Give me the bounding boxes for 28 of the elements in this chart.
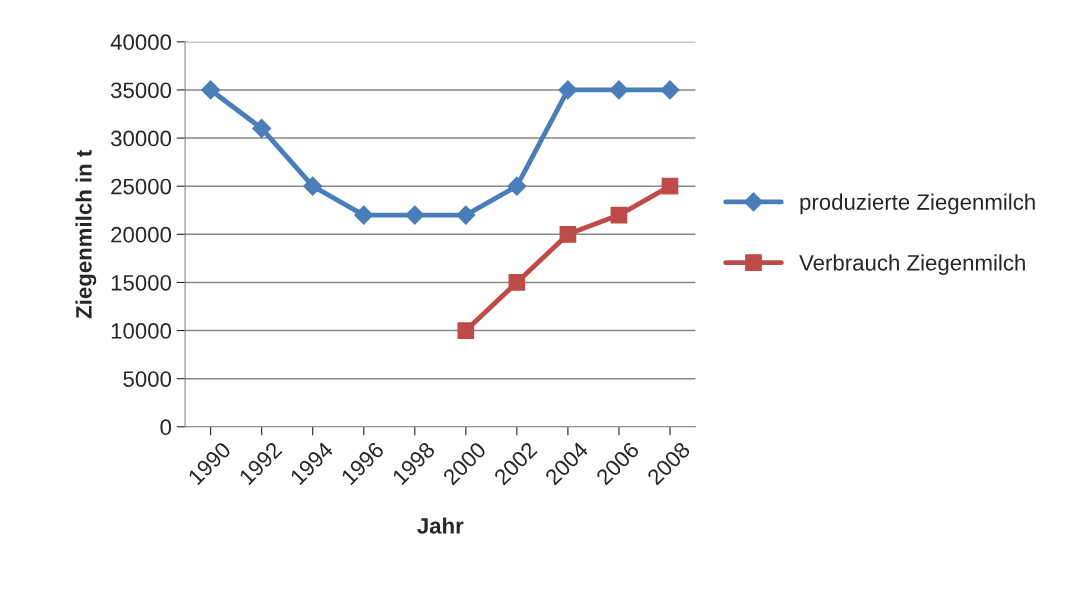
y-tick-label: 0 [160, 419, 172, 436]
y-tick-label: 10000 [111, 323, 172, 339]
point [456, 205, 476, 225]
point [508, 274, 526, 291]
point [354, 205, 374, 225]
y-tick-label: 25000 [111, 178, 172, 195]
y-tick-label: 40000 [110, 34, 172, 51]
point [660, 80, 680, 100]
point [405, 205, 425, 225]
legend-label: Verbrauch Ziegenmilch [799, 254, 1025, 276]
y-axis-title: Ziegenmilch in t [75, 150, 97, 319]
point [507, 176, 527, 196]
x-axis-title: Jahr [417, 517, 464, 534]
point [457, 322, 475, 339]
legend-label: produzierte Ziegenmilch [800, 193, 1035, 215]
y-tick-label: 15000 [111, 274, 172, 291]
y-tick-label: 5000 [123, 371, 172, 387]
point [609, 80, 629, 100]
y-tick-label: 20000 [111, 226, 172, 243]
point [661, 177, 679, 195]
point [559, 225, 577, 243]
point [303, 176, 323, 196]
y-tick-label: 35000 [110, 82, 172, 99]
point [610, 206, 628, 224]
y-tick-label: 30000 [110, 130, 172, 147]
point [252, 118, 272, 138]
point [558, 80, 578, 100]
point [201, 80, 221, 100]
